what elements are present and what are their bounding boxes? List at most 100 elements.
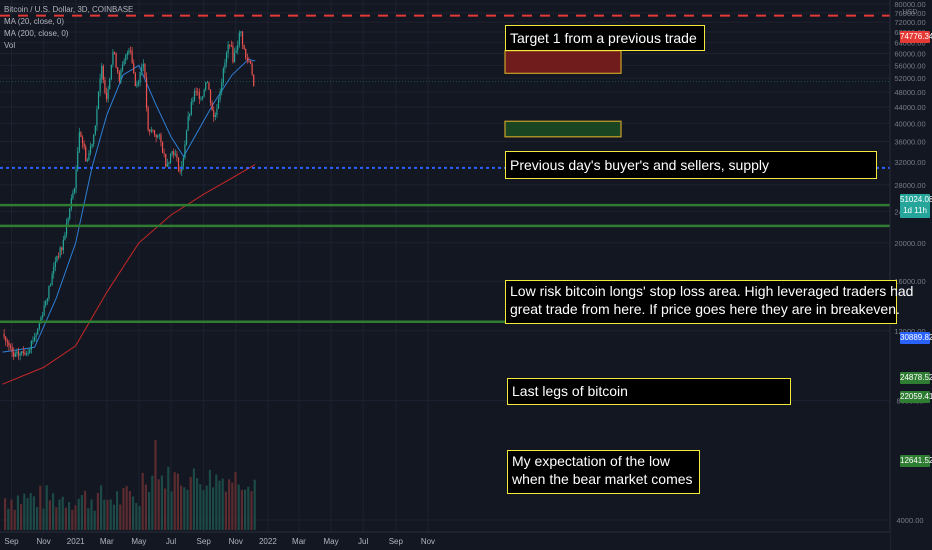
volume-bar xyxy=(68,502,71,530)
candle-body xyxy=(16,351,18,354)
y-tick-label: 4000.00 xyxy=(896,516,923,525)
lastlegs-note[interactable]: Last legs of bitcoin xyxy=(507,378,791,405)
stoploss-note[interactable]: Low risk bitcoin longs' stop loss area. … xyxy=(505,280,913,324)
candle-body xyxy=(6,341,8,343)
candle-body xyxy=(48,285,50,299)
volume-bar xyxy=(109,499,112,530)
volume-bar xyxy=(26,498,29,530)
candle-body xyxy=(88,152,90,160)
chart-legend: Bitcoin / U.S. Dollar, 3D, COINBASE MA (… xyxy=(4,4,133,52)
target-note[interactable]: Target 1 from a previous trade xyxy=(505,25,705,51)
candle-body xyxy=(70,198,72,209)
candle-body xyxy=(83,143,85,147)
supply-note[interactable]: Previous day's buyer's and sellers, supp… xyxy=(505,151,877,179)
volume-bar xyxy=(96,492,99,530)
candle-body xyxy=(174,154,176,156)
volume-bar xyxy=(10,499,13,530)
candle-body xyxy=(243,44,245,49)
volume-bar xyxy=(36,507,39,530)
candle-body xyxy=(139,71,141,83)
volume-bar xyxy=(141,472,144,530)
candle-body xyxy=(240,31,242,33)
volume-bar xyxy=(125,486,128,530)
volume-bar xyxy=(151,475,154,530)
expectation-note[interactable]: My expectation of the low when the bear … xyxy=(507,450,700,494)
candle-body xyxy=(43,305,45,316)
candle-body xyxy=(230,45,232,47)
y-tick-label: 76000.00 xyxy=(894,9,925,18)
volume-bar xyxy=(221,478,224,530)
candle-body xyxy=(99,78,101,92)
candle-body xyxy=(69,208,71,219)
volume-bar xyxy=(180,485,183,530)
volume-bar xyxy=(189,476,192,530)
candle-body xyxy=(190,101,192,115)
candle-body xyxy=(105,92,108,100)
y-tick-label: 56000.00 xyxy=(894,61,925,70)
candle-body xyxy=(102,65,104,81)
blue-level-tag: 30889.82 xyxy=(900,332,932,344)
x-tick-label: Sep xyxy=(389,537,404,546)
candle-body xyxy=(253,74,255,86)
candle-body xyxy=(149,129,151,132)
candle-body xyxy=(136,84,138,87)
volume-bar xyxy=(84,490,87,530)
candle-body xyxy=(173,151,175,155)
volume-bar xyxy=(61,496,64,530)
candle-body xyxy=(17,351,20,356)
green-level-tag-3: 12641.52 xyxy=(900,455,932,467)
volume-bar xyxy=(202,490,205,530)
y-tick-label: 80000.00 xyxy=(894,0,925,9)
y-tick-label: 36000.00 xyxy=(894,138,925,147)
candle-body xyxy=(13,352,15,357)
candle-body xyxy=(171,151,173,154)
ma20-legend: MA (20, close, 0) xyxy=(4,17,65,26)
candle-body xyxy=(73,188,76,193)
volume-bar xyxy=(164,488,167,530)
candle-body xyxy=(35,334,37,338)
volume-bar xyxy=(116,491,119,530)
target-price-tag: 74776.34 xyxy=(900,31,932,43)
candle-body xyxy=(123,60,125,65)
volume-bar xyxy=(196,478,199,530)
y-tick-label: 12000.00 xyxy=(894,327,925,336)
candle-body xyxy=(14,353,16,357)
volume-legend: Vol xyxy=(4,41,16,50)
x-tick-label: 2021 xyxy=(67,537,85,546)
candle-body xyxy=(201,96,204,99)
volume-bar xyxy=(186,489,189,530)
candle-body xyxy=(133,63,135,74)
candle-body xyxy=(246,58,248,61)
candle-body xyxy=(9,345,12,348)
candle-body xyxy=(195,91,197,92)
candle-body xyxy=(182,157,184,167)
candle-body xyxy=(24,352,26,355)
y-tick-label: 16000.00 xyxy=(894,277,925,286)
x-tick-label: Jul xyxy=(358,537,368,546)
volume-bar xyxy=(23,493,26,530)
candle-body xyxy=(145,76,148,108)
volume-bar xyxy=(119,504,122,530)
candle-body xyxy=(126,52,128,56)
candle-body xyxy=(86,159,88,161)
candle-body xyxy=(61,247,63,251)
volume-bar xyxy=(93,510,96,530)
candle-body xyxy=(19,353,21,356)
demand-zone xyxy=(504,120,622,138)
volume-bar xyxy=(29,493,32,530)
candle-body xyxy=(233,52,236,63)
candle-body xyxy=(109,78,111,90)
volume-bar xyxy=(192,468,195,530)
candle-body xyxy=(216,108,218,116)
candle-body xyxy=(168,162,170,164)
candle-body xyxy=(169,153,172,163)
candle-body xyxy=(115,53,117,68)
y-tick-label: 72000.00 xyxy=(894,18,925,27)
candle-body xyxy=(206,82,208,84)
candle-body xyxy=(49,284,52,286)
volume-bar xyxy=(157,479,160,530)
candle-body xyxy=(8,342,10,346)
volume-bar xyxy=(52,493,55,530)
y-tick-label: 60000.00 xyxy=(894,50,925,59)
